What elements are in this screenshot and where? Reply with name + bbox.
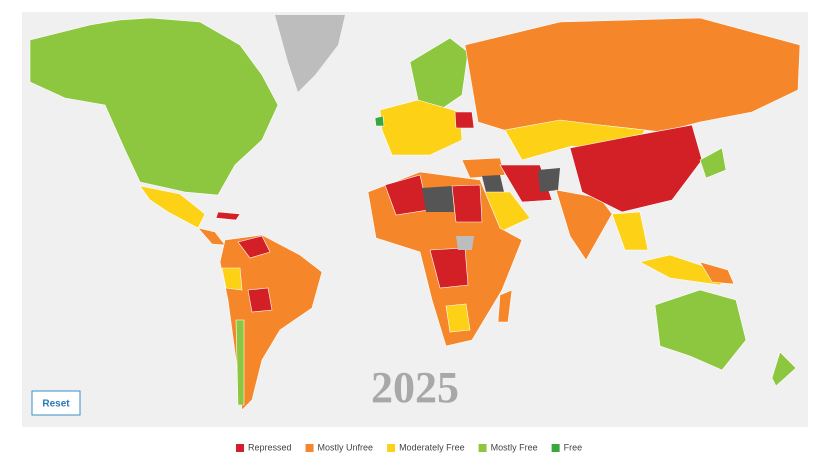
country	[538, 168, 560, 192]
country	[569, 124, 703, 213]
legend-label: Moderately Free	[399, 442, 465, 452]
country	[699, 261, 735, 285]
country	[219, 234, 323, 411]
country	[654, 289, 747, 371]
country	[456, 236, 474, 250]
country	[215, 211, 241, 221]
country	[422, 186, 454, 212]
legend-label: Free	[564, 442, 583, 452]
legend-label: Mostly Free	[491, 442, 538, 452]
legend: Repressed Mostly Unfree Moderately Free Mos…	[236, 442, 582, 452]
country	[445, 303, 471, 333]
legend-swatch	[551, 444, 560, 452]
country	[699, 147, 727, 179]
country	[771, 351, 797, 387]
year-label: 2025	[371, 363, 459, 412]
country	[374, 115, 385, 127]
reset-button-box[interactable]	[31, 390, 81, 416]
country	[29, 17, 279, 196]
legend-swatch	[478, 444, 487, 452]
reset-button[interactable]: Reset	[31, 390, 81, 416]
country	[611, 211, 649, 251]
country	[461, 157, 506, 179]
country	[482, 175, 504, 192]
legend-label: Repressed	[248, 442, 292, 452]
country	[275, 15, 345, 92]
country	[379, 99, 463, 156]
legend-swatch	[387, 444, 396, 452]
country	[237, 235, 271, 259]
legend-swatch	[305, 444, 314, 452]
legend-swatch	[236, 444, 244, 452]
reset-button-label[interactable]: Reset	[42, 399, 70, 410]
country	[221, 267, 243, 291]
world-map	[29, 15, 801, 411]
country	[454, 111, 475, 129]
country	[451, 184, 483, 223]
legend-label: Mostly Unfree	[318, 442, 374, 452]
country	[497, 289, 513, 323]
country	[247, 287, 273, 313]
country	[429, 247, 469, 289]
country	[235, 319, 245, 406]
